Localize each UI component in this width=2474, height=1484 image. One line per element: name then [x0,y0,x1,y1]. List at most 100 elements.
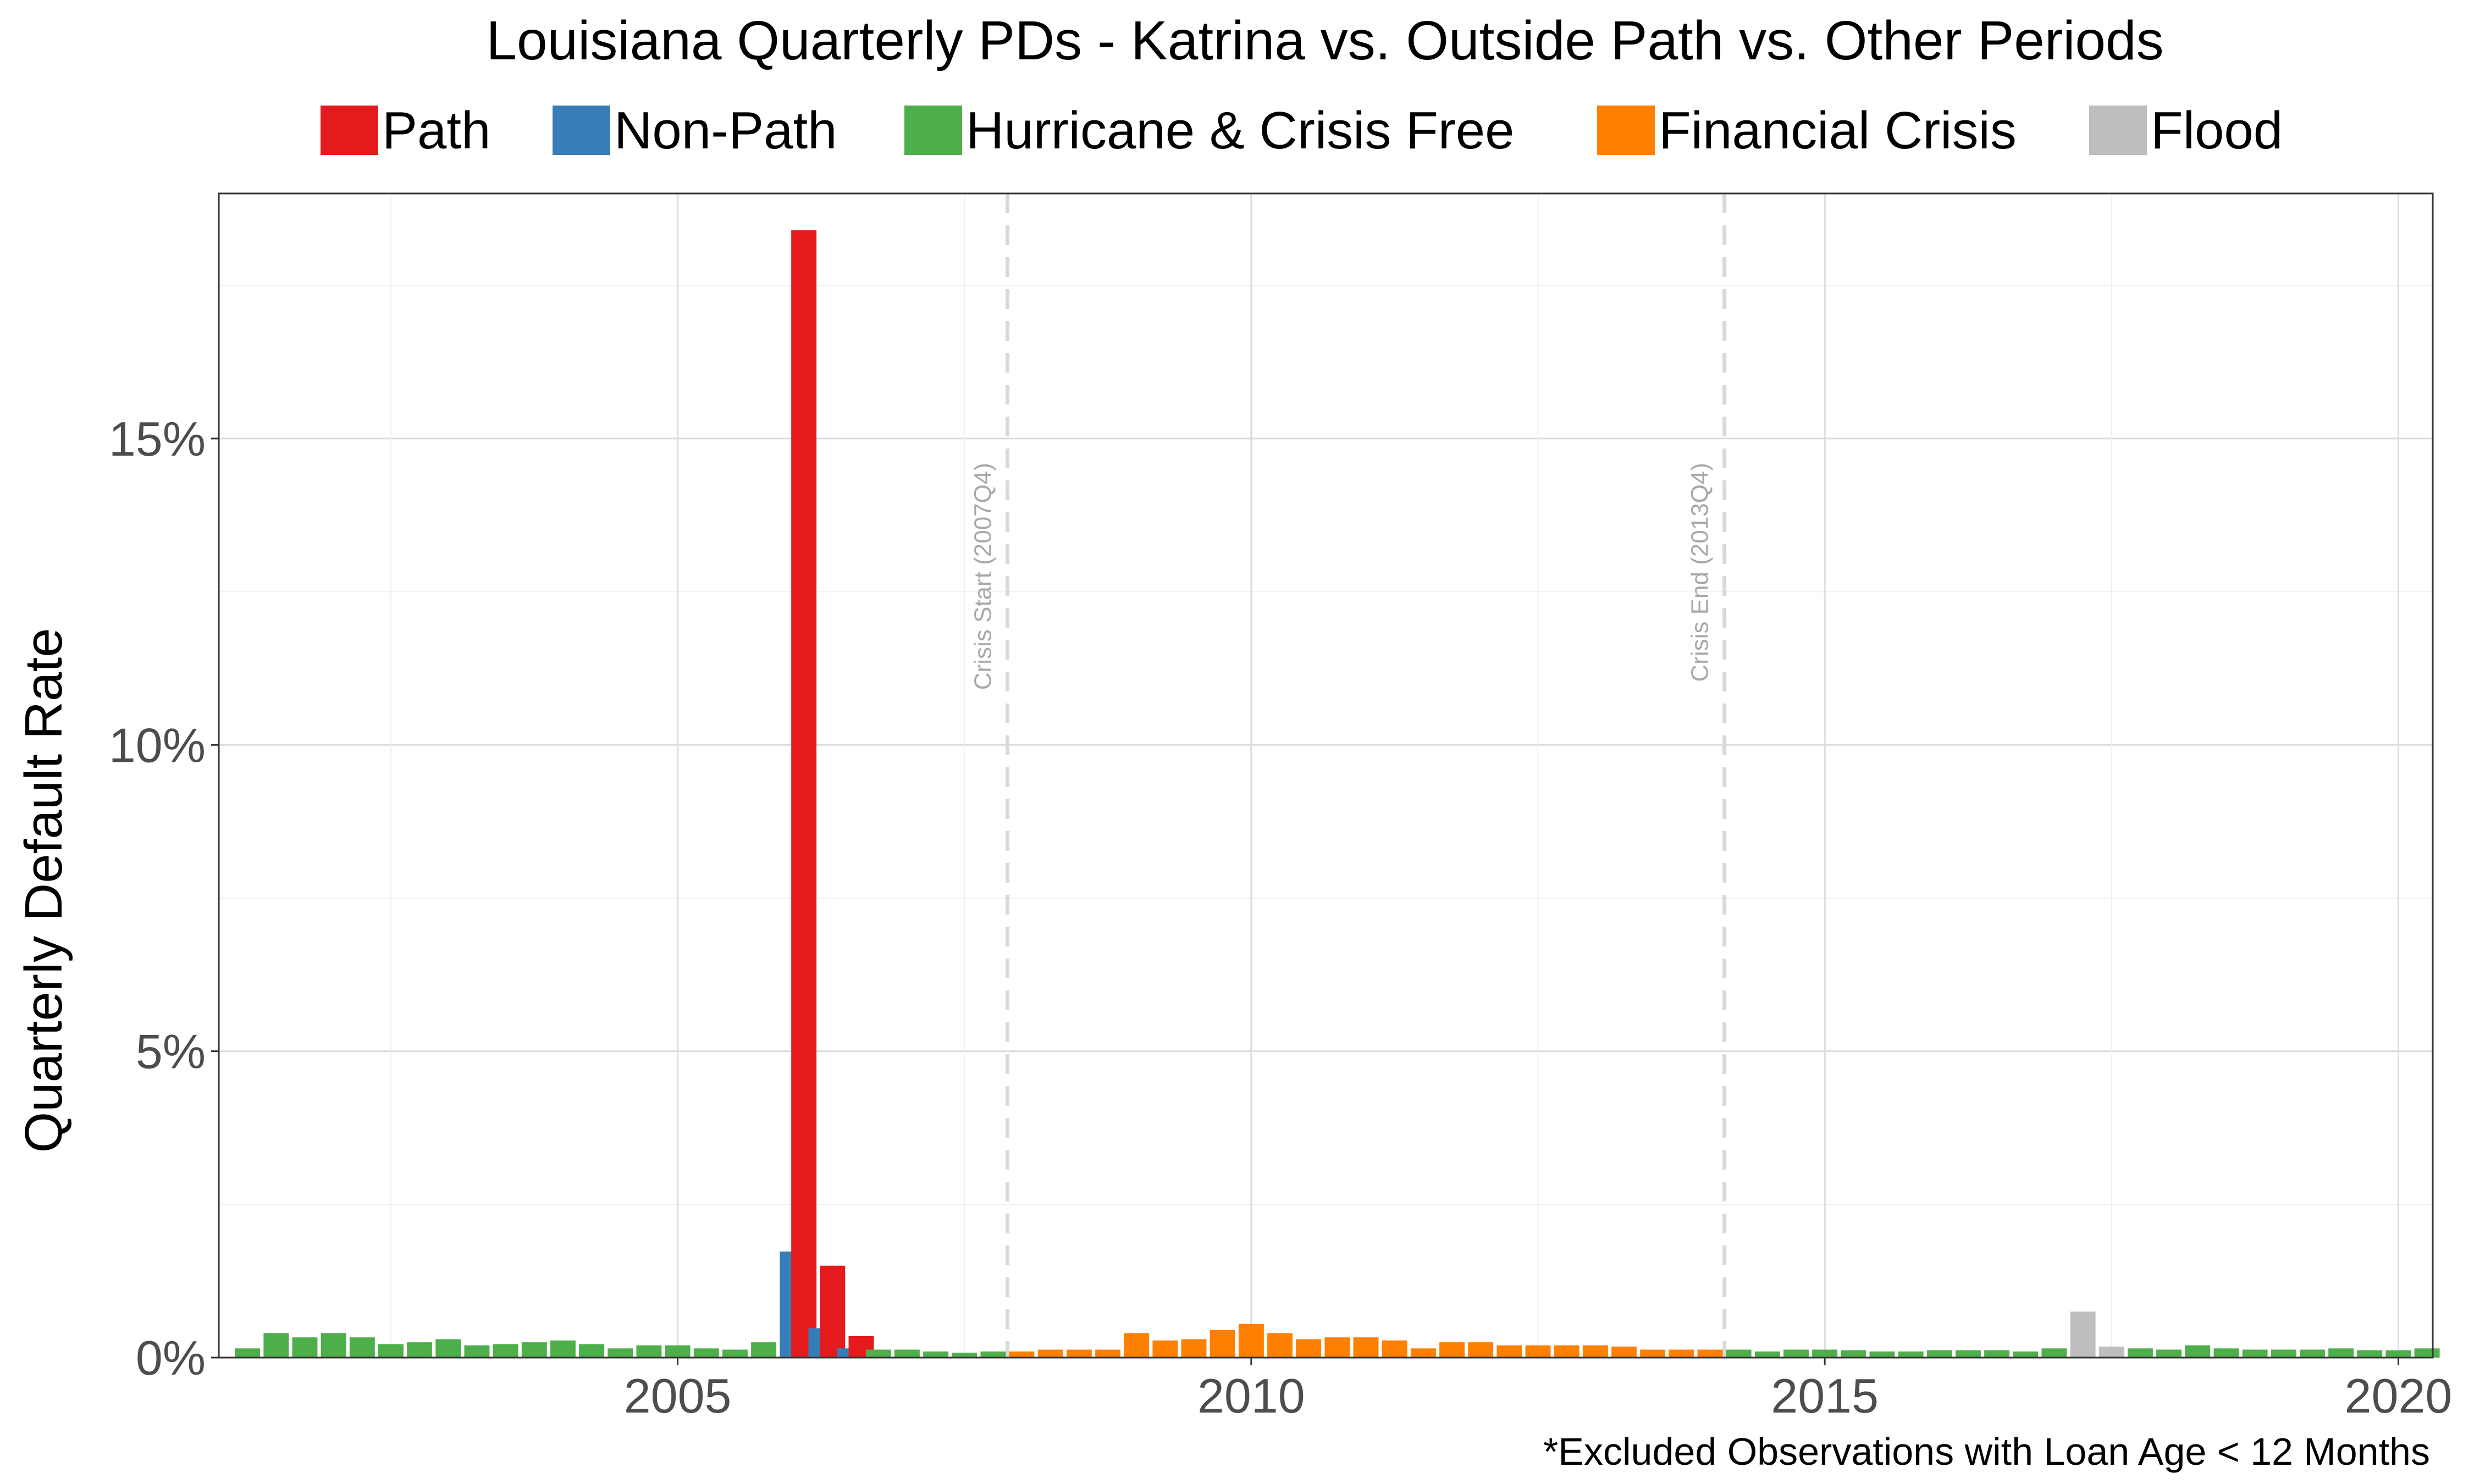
bar-crisis [1353,1337,1379,1358]
legend-item-path: Path [321,101,490,160]
plot-background [219,193,2433,1358]
bar-free [2385,1350,2411,1358]
bar-free [952,1353,978,1358]
bar-free [2127,1348,2153,1358]
bar-crisis [1296,1339,1322,1358]
x-tick-label: 2015 [1771,1369,1879,1423]
bar-free [693,1348,719,1358]
bar-crisis [1697,1349,1723,1358]
bar-free [378,1344,404,1358]
legend-label: Hurricane & Crisis Free [966,101,1515,160]
legend-swatch [553,106,610,155]
bar-free [435,1339,461,1358]
bar-free [894,1349,920,1358]
bar-free [2041,1348,2067,1358]
bar-free [1898,1351,1924,1358]
footnote: *Excluded Observations with Loan Age < 1… [1543,1430,2430,1473]
bar-free [865,1349,891,1358]
legend-item-nonpath: Non-Path [553,101,837,160]
y-axis-title: Quarterly Default Rate [14,628,73,1153]
axes: 0% 5% 10% 15% 2005 2010 2015 2020 [109,192,2453,1423]
bar-crisis [1640,1349,1666,1358]
bar-crisis [1324,1337,1350,1358]
bar-free [349,1337,375,1358]
bar-crisis [1439,1342,1465,1358]
chart-title: Louisiana Quarterly PDs - Katrina vs. Ou… [486,10,2163,71]
y-tick-label: 0% [136,1331,206,1385]
y-tick-label: 15% [109,412,206,466]
bar-free [1984,1350,2010,1358]
bar-free [2299,1349,2325,1358]
bar-crisis [1066,1349,1092,1358]
bar-crisis [1095,1349,1121,1358]
bar-free [1869,1351,1895,1358]
bar-crisis [1210,1330,1235,1358]
bar-free [2357,1350,2383,1358]
legend-swatch [321,106,378,155]
bar-free [521,1342,547,1358]
x-tick-label: 2020 [2345,1369,2453,1423]
bar-crisis [1152,1340,1178,1358]
bar-free [2013,1351,2039,1358]
bar-crisis [1181,1339,1207,1358]
bar-crisis [1496,1345,1522,1358]
bar-free [2271,1349,2296,1358]
bar-path [820,1265,846,1358]
bar-free [2242,1349,2268,1358]
plot-area [219,193,2433,1358]
x-tick-label: 2010 [1197,1369,1305,1423]
gridlines [219,193,2433,1359]
bar-free [235,1348,261,1358]
bar-free [321,1333,346,1358]
bar-free [1812,1349,1838,1358]
bar-free [407,1342,433,1358]
legend: Path Non-Path Hurricane & Crisis Free Finan… [321,101,2283,160]
bar-crisis [1124,1333,1150,1358]
bar-crisis [1238,1324,1264,1358]
legend-item-crisis: Financial Crisis [1597,101,2017,160]
legend-item-free: Hurricane & Crisis Free [904,101,1515,160]
bar-crisis [1468,1342,1494,1358]
bar-crisis [1611,1346,1637,1358]
bars [235,230,2440,1358]
bar-crisis [1525,1345,1551,1358]
bar-free [493,1344,518,1358]
bar-free [464,1345,490,1358]
reference-line-label: Crisis End (2013Q4) [1687,463,1714,682]
bar-crisis [1554,1345,1580,1358]
bar-free [1841,1350,1866,1358]
bar-free [751,1342,777,1358]
legend-label: Flood [2151,101,2283,160]
legend-item-flood: Flood [2089,101,2283,160]
bar-free [2185,1345,2211,1358]
bar-crisis [1267,1333,1293,1358]
legend-swatch [1597,106,1655,155]
bar-free [292,1337,318,1358]
bar-crisis [1037,1349,1063,1358]
bar-crisis [1669,1349,1694,1358]
bar-flood [2070,1311,2096,1358]
bar-crisis [1009,1351,1035,1358]
y-tick-label: 10% [109,718,206,772]
legend-label: Path [382,101,490,160]
bar-crisis [1410,1348,1436,1358]
bar-free [1956,1350,1981,1358]
legend-label: Financial Crisis [1659,101,2017,160]
bar-free [2156,1349,2182,1358]
legend-swatch [904,106,962,155]
bar-crisis [1582,1345,1608,1358]
reference-lines: Crisis Start (2007Q4) Crisis End (2013Q4) [969,193,1727,1358]
bar-free [1783,1349,1809,1358]
bar-free [1726,1349,1752,1358]
bar-free [2414,1348,2440,1358]
bar-free [579,1344,605,1358]
bar-free [665,1345,691,1358]
bar-free [980,1351,1006,1358]
bar-path [791,230,817,1358]
bar-free [550,1340,576,1358]
reference-line-label: Crisis Start (2007Q4) [969,463,996,690]
legend-swatch [2089,106,2147,155]
x-tick-label: 2005 [624,1369,732,1423]
bar-free [608,1348,633,1358]
bar-flood [2099,1346,2124,1358]
